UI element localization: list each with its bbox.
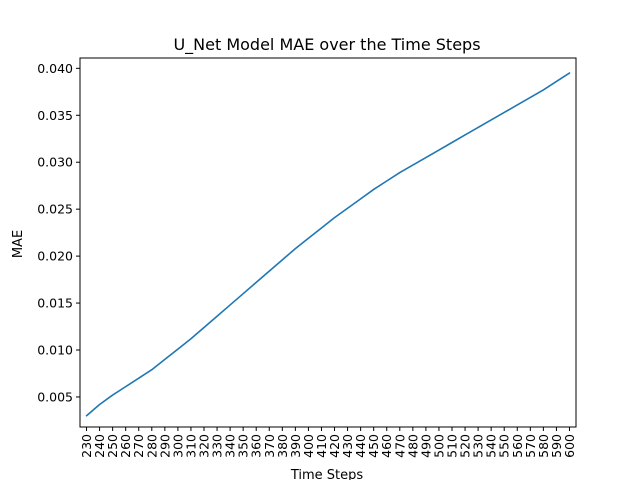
x-tick-label: 320 [197,434,212,458]
x-tick-label: 230 [79,434,94,458]
x-tick-label: 560 [510,434,525,458]
y-tick-label: 0.010 [37,343,73,358]
x-tick-label: 240 [92,434,107,458]
x-tick-label: 250 [105,434,120,458]
x-tick-label: 450 [366,434,381,458]
x-tick-label: 270 [131,434,146,458]
x-tick-label: 390 [288,434,303,458]
x-tick-label: 480 [405,434,420,458]
x-tick-label: 260 [118,434,133,458]
y-tick-label: 0.015 [37,296,73,311]
x-tick-label: 330 [210,434,225,458]
x-tick-label: 360 [249,434,264,458]
x-tick-label: 400 [301,434,316,458]
chart-title: U_Net Model MAE over the Time Steps [173,35,480,55]
x-tick-label: 340 [223,434,238,458]
x-tick-label: 490 [418,434,433,458]
x-tick-label: 410 [314,434,329,458]
x-tick-label: 310 [183,434,198,458]
x-tick-label: 470 [392,434,407,458]
y-tick-label: 0.040 [37,61,73,76]
x-tick-label: 370 [262,434,277,458]
x-tick-label: 600 [562,434,577,458]
x-tick-label: 570 [523,434,538,458]
y-tick-label: 0.020 [37,249,73,264]
x-tick-label: 590 [549,434,564,458]
x-tick-label: 500 [431,434,446,458]
x-tick-label: 550 [497,434,512,458]
x-tick-label: 440 [353,434,368,458]
y-axis-label: MAE [11,230,26,258]
x-tick-label: 430 [340,434,355,458]
series-line-0 [85,72,571,417]
x-tick-label: 530 [471,434,486,458]
x-tick-label: 460 [379,434,394,458]
y-tick-label: 0.005 [37,389,73,404]
plot-frame [79,57,577,428]
x-tick-label: 290 [157,434,172,458]
x-tick-label: 380 [275,434,290,458]
x-tick-label: 520 [458,434,473,458]
x-tick-label: 420 [327,434,342,458]
x-tick-label: 280 [144,434,159,458]
x-tick-label: 540 [484,434,499,458]
y-tick-label: 0.030 [37,155,73,170]
x-axis-label: Time Steps [290,468,364,480]
plot-area: 0.005 0.010 0.015 0.020 0.025 0.030 0.035 0.040… [37,57,577,458]
y-tick-label: 0.035 [37,108,73,123]
x-tick-label: 300 [170,434,185,458]
x-tick-label: 580 [536,434,551,458]
x-tick-label: 510 [445,434,460,458]
y-tick-label: 0.025 [37,202,73,217]
x-tick-label: 350 [236,434,251,458]
